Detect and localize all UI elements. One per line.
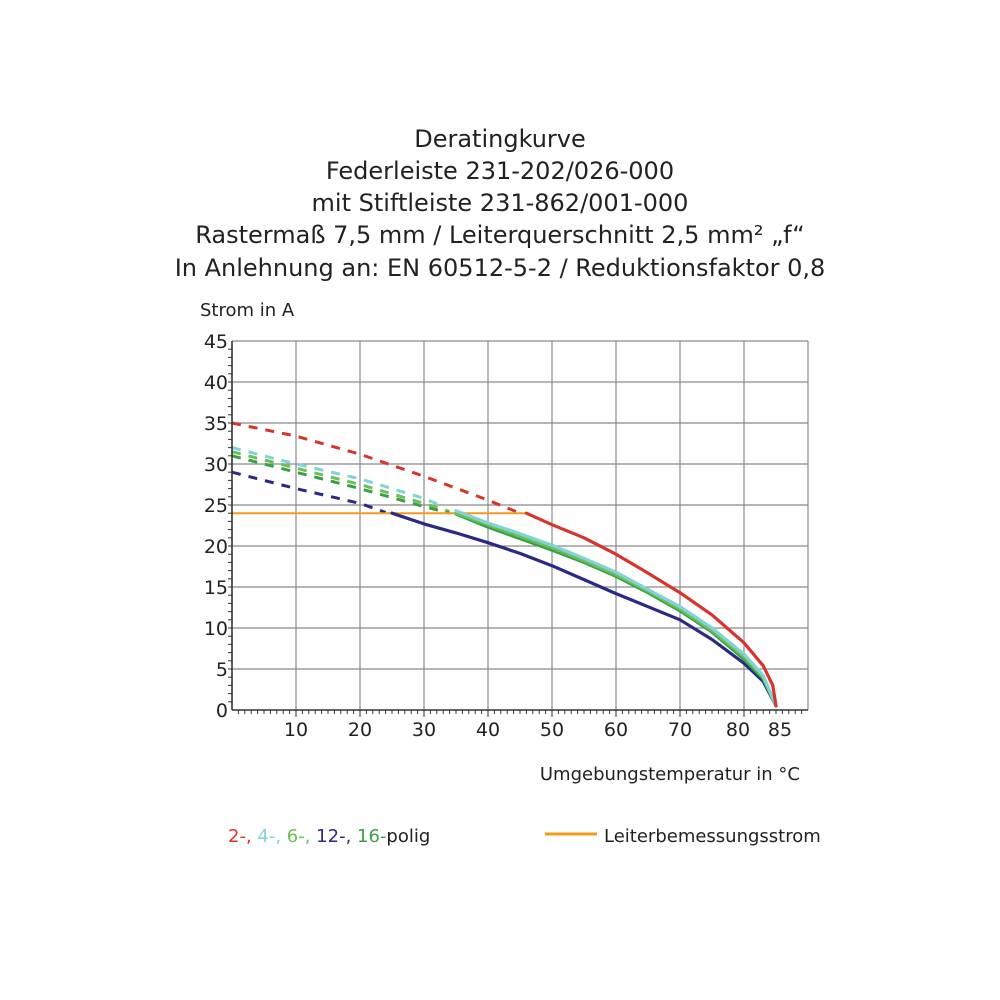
y-tick-label-40: 40 (204, 372, 228, 394)
chart-title: Deratingkurve Federleiste 231-202/026-000… (175, 125, 826, 282)
y-tick-label-45: 45 (204, 331, 228, 353)
series-1-solid-line (454, 509, 778, 708)
y-tick-label-25: 25 (204, 495, 228, 517)
y-tick-label-30: 30 (204, 454, 228, 476)
y-tick-label-35: 35 (204, 413, 228, 435)
y-tick-label-10: 10 (204, 618, 228, 640)
x-tick-label-50: 50 (540, 719, 564, 741)
legend-rated-label: Leiterbemessungsstrom (604, 826, 821, 847)
legend-suffix: polig (386, 826, 430, 847)
series-4-dashed-line (231, 454, 450, 515)
y-axis-label: Strom in A (200, 300, 295, 321)
x-tick-label-30: 30 (412, 719, 436, 741)
tick-labels: 0 5 10 15 20 25 30 35 40 45 10 20 30 40 50 60 70 80 85 (204, 331, 792, 741)
grid (232, 340, 809, 710)
title-line-2: Federleiste 231-202/026-000 (326, 157, 674, 185)
series-3-solid-line (390, 511, 778, 708)
legend-series-2: 6-, (287, 826, 316, 847)
x-tick-label-80: 80 (726, 719, 750, 741)
series-1-dashed-line (231, 446, 444, 508)
series-2-dashed-line (231, 450, 451, 514)
x-tick-label-85: 85 (768, 719, 792, 741)
axes (228, 341, 808, 717)
title-line-3: mit Stiftleiste 231-862/001-000 (312, 189, 689, 217)
series-0-dashed-line (231, 421, 521, 515)
y-tick-label-20: 20 (204, 536, 228, 558)
y-tick-label-0: 0 (216, 700, 228, 722)
series-legend: 2-, 4-, 6-, 12-, 16-polig (228, 826, 430, 847)
y-tick-label-15: 15 (204, 577, 228, 599)
legend-series-4: 16- (357, 826, 386, 847)
y-tick-label-5: 5 (216, 659, 228, 681)
x-tick-label-40: 40 (476, 719, 500, 741)
x-tick-label-60: 60 (604, 719, 628, 741)
legend-series-0: 2-, (228, 826, 257, 847)
title-line-1: Deratingkurve (414, 125, 586, 153)
title-line-4: Rastermaß 7,5 mm / Leiterquerschnitt 2,5… (195, 221, 805, 249)
legend-series-3: 12-, (316, 826, 357, 847)
legend: 2-, 4-, 6-, 12-, 16-polig Leiterbemessung… (228, 826, 821, 847)
x-tick-label-70: 70 (668, 719, 692, 741)
series-lines (231, 421, 778, 708)
x-axis-label: Umgebungstemperatur in °C (540, 764, 800, 785)
series-0-solid-line (524, 511, 778, 708)
title-line-5: In Anlehnung an: EN 60512-5-2 / Reduktio… (175, 254, 826, 282)
legend-series-1: 4-, (257, 826, 286, 847)
series-3-dashed-line (231, 470, 387, 514)
x-tick-label-20: 20 (348, 719, 372, 741)
x-tick-label-10: 10 (284, 719, 308, 741)
